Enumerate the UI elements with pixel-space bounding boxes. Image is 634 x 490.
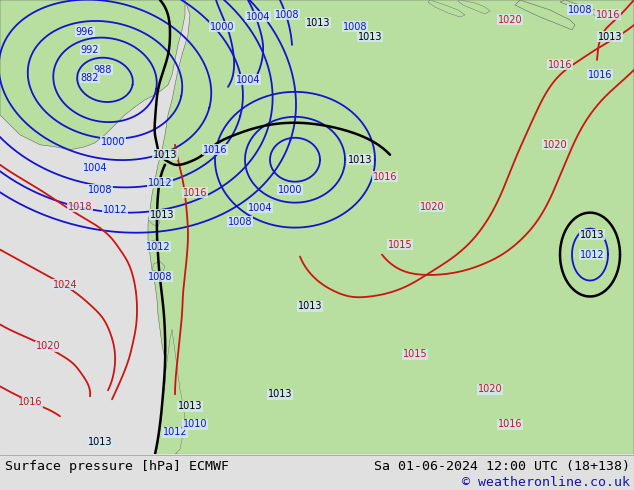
Text: 1020: 1020	[420, 202, 444, 212]
Text: 1000: 1000	[278, 185, 302, 195]
Text: 1000: 1000	[101, 137, 126, 147]
Text: 1013: 1013	[87, 437, 112, 447]
Polygon shape	[148, 215, 160, 226]
Text: 1008: 1008	[275, 10, 299, 20]
Text: 1013: 1013	[598, 32, 622, 42]
Text: 1012: 1012	[163, 427, 187, 437]
Polygon shape	[148, 0, 634, 454]
Text: 1004: 1004	[246, 12, 270, 22]
Text: 1020: 1020	[477, 384, 502, 394]
Polygon shape	[515, 0, 575, 30]
Text: 1010: 1010	[183, 419, 207, 429]
Polygon shape	[560, 0, 620, 20]
Text: 1013: 1013	[348, 155, 372, 165]
Text: Surface pressure [hPa] ECMWF: Surface pressure [hPa] ECMWF	[5, 460, 229, 473]
Text: 1013: 1013	[579, 230, 604, 240]
Text: 1016: 1016	[203, 145, 227, 155]
Polygon shape	[150, 240, 162, 249]
Text: 1016: 1016	[596, 10, 620, 20]
Text: 1015: 1015	[403, 349, 427, 359]
Polygon shape	[0, 0, 185, 150]
Polygon shape	[458, 0, 490, 14]
Text: 882: 882	[81, 73, 100, 83]
Text: 1013: 1013	[298, 301, 322, 312]
Text: 1016: 1016	[373, 172, 398, 182]
Text: 1015: 1015	[387, 240, 412, 249]
Text: 1008: 1008	[568, 5, 592, 15]
Text: 1024: 1024	[53, 279, 77, 290]
Text: 1012: 1012	[579, 249, 604, 260]
Text: 1008: 1008	[87, 185, 112, 195]
Text: 1012: 1012	[103, 205, 127, 215]
Text: 1012: 1012	[146, 242, 171, 251]
Text: 1013: 1013	[358, 32, 382, 42]
Text: © weatheronline.co.uk: © weatheronline.co.uk	[462, 476, 630, 489]
Text: 1004: 1004	[83, 163, 107, 172]
Text: 1016: 1016	[18, 397, 42, 407]
Text: 1000: 1000	[210, 22, 234, 32]
Text: 1013: 1013	[153, 150, 178, 160]
Text: 1008: 1008	[343, 22, 367, 32]
Text: 1016: 1016	[498, 419, 522, 429]
Text: 1020: 1020	[543, 140, 567, 150]
Text: 1018: 1018	[68, 202, 93, 212]
Text: 1008: 1008	[228, 217, 252, 226]
Text: 1013: 1013	[306, 18, 330, 28]
Polygon shape	[152, 262, 165, 272]
Text: 1013: 1013	[178, 401, 202, 411]
Text: 996: 996	[76, 27, 94, 37]
Text: 1016: 1016	[183, 188, 207, 197]
Text: 1016: 1016	[548, 60, 573, 70]
Text: 1020: 1020	[36, 342, 60, 351]
Text: 1013: 1013	[268, 390, 292, 399]
Polygon shape	[156, 329, 185, 454]
Text: 988: 988	[94, 65, 112, 75]
Text: 1004: 1004	[236, 75, 260, 85]
Text: 1016: 1016	[588, 70, 612, 80]
Text: 1012: 1012	[148, 178, 172, 188]
Text: 1008: 1008	[148, 271, 172, 282]
Text: 1013: 1013	[150, 210, 174, 220]
Text: 1004: 1004	[248, 203, 272, 213]
Text: Sa 01-06-2024 12:00 UTC (18+138): Sa 01-06-2024 12:00 UTC (18+138)	[374, 460, 630, 473]
Polygon shape	[428, 0, 465, 17]
Text: 992: 992	[81, 45, 100, 55]
Text: 1020: 1020	[498, 15, 522, 25]
